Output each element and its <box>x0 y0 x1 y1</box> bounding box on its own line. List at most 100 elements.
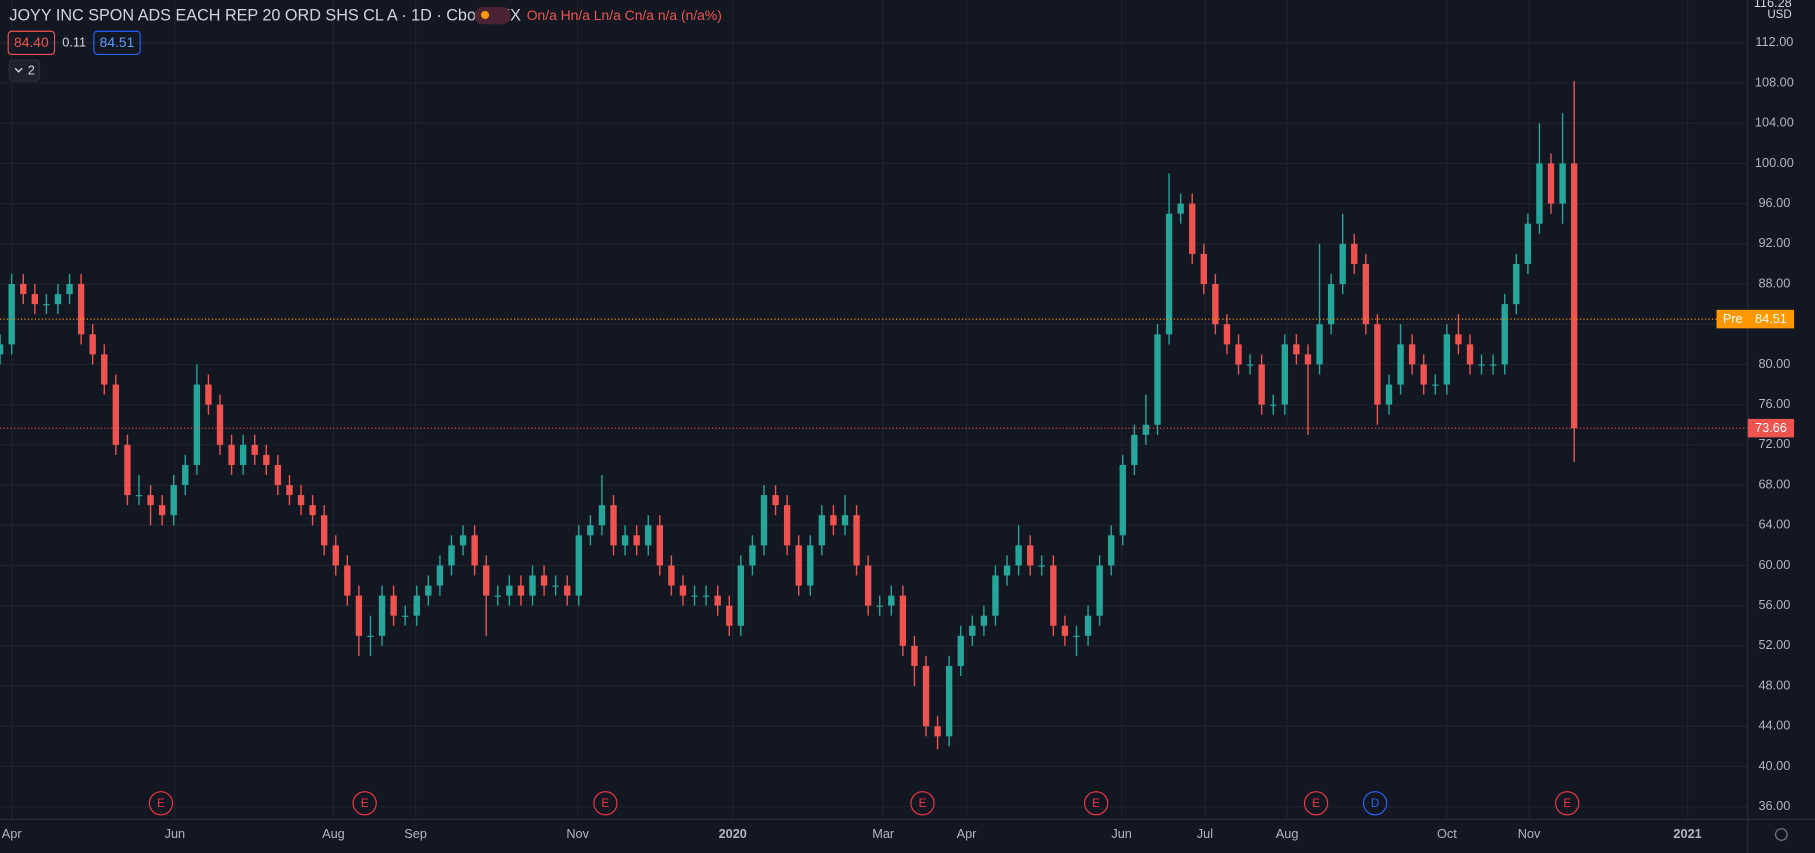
candle-body <box>621 535 629 546</box>
event-label: E <box>1563 798 1571 810</box>
event-marker[interactable] <box>1303 791 1329 816</box>
candle-body <box>1536 163 1543 224</box>
event-label: E <box>1312 798 1320 810</box>
candle-body <box>1316 324 1323 365</box>
candle-body <box>263 454 270 465</box>
candle-body <box>575 535 582 596</box>
candle-body <box>367 635 374 637</box>
candle-body <box>251 444 258 455</box>
candle-body <box>1270 404 1277 406</box>
candle-body <box>124 444 131 496</box>
symbol-title: JOYY INC SPON ADS EACH REP 20 ORD SHS CL… <box>9 6 521 24</box>
candle-body <box>992 575 999 616</box>
x-tick-label: Nov <box>566 826 589 841</box>
candle-body <box>645 525 652 546</box>
candle-body <box>957 635 964 666</box>
candle-body <box>1212 284 1219 325</box>
y-tick-label: 48.00 <box>1758 677 1790 692</box>
candle-body <box>216 404 224 445</box>
candle-body <box>1420 364 1427 385</box>
candle-body <box>135 495 143 497</box>
candle-body <box>309 505 316 516</box>
candle-body <box>378 595 386 636</box>
candle-body <box>772 495 779 506</box>
candle-body <box>170 485 177 516</box>
bid-badge[interactable] <box>7 30 56 55</box>
event-marker[interactable] <box>910 791 935 816</box>
candle-body <box>864 565 872 606</box>
candle-body <box>1038 565 1045 567</box>
candle-body <box>1374 324 1381 405</box>
candle-body <box>1061 625 1069 636</box>
candle-body <box>888 595 895 606</box>
x-tick-label: Apr <box>2 826 23 841</box>
x-tick-label: Jul <box>1197 826 1213 841</box>
x-tick-label: Oct <box>1437 826 1457 841</box>
candle-body <box>876 605 883 607</box>
candle-body <box>274 464 282 486</box>
y-tick-label: 72.00 <box>1758 436 1790 451</box>
candle-body <box>448 545 455 566</box>
candle-body <box>355 595 363 636</box>
event-marker[interactable] <box>352 791 377 816</box>
x-tick-label: Jun <box>165 826 186 841</box>
candle-body <box>1351 243 1358 264</box>
candle-body <box>1327 284 1335 325</box>
indicator-toggle[interactable] <box>8 59 41 82</box>
candle-body <box>54 294 62 305</box>
candle-body <box>969 625 976 636</box>
candle-body <box>1570 163 1578 429</box>
candle-body <box>980 615 988 626</box>
candle-body <box>436 565 444 586</box>
event-marker[interactable] <box>1084 791 1109 816</box>
event-marker[interactable] <box>148 791 174 816</box>
event-label: E <box>602 798 610 810</box>
candle-body <box>691 595 698 597</box>
candle-body <box>297 495 305 506</box>
candle-body <box>66 284 73 295</box>
y-tick-label: 68.00 <box>1758 476 1790 491</box>
candle-body <box>344 565 351 596</box>
candle-body <box>911 645 918 666</box>
chevron-icon <box>14 67 23 73</box>
candle-body <box>1200 253 1207 285</box>
candle-body <box>182 464 189 486</box>
candle-body <box>830 515 837 526</box>
candle-body <box>1177 203 1184 214</box>
candle-body <box>749 545 756 566</box>
x-tick-label: 2021 <box>1673 826 1701 841</box>
y-tick-label: 108.00 <box>1755 74 1794 89</box>
x-tick-label: Aug <box>322 826 345 841</box>
y-tick-label: 112.00 <box>1755 34 1793 49</box>
candle-body <box>1003 565 1011 576</box>
candle-body <box>807 545 814 586</box>
candle-body <box>1547 163 1555 204</box>
candle-body <box>1084 615 1092 636</box>
candle-body <box>1559 163 1566 204</box>
event-marker[interactable] <box>1555 791 1580 816</box>
candle-body <box>1489 364 1497 366</box>
y-tick-label: 92.00 <box>1758 235 1790 250</box>
event-marker[interactable] <box>593 791 618 816</box>
event-marker[interactable] <box>1362 791 1388 816</box>
ask-badge[interactable] <box>93 30 141 55</box>
candle-body <box>147 495 154 506</box>
candle-body <box>853 515 860 566</box>
event-label: E <box>157 798 165 810</box>
candle-body <box>1408 344 1416 365</box>
candle-body <box>934 726 941 737</box>
candle-body <box>679 585 687 596</box>
y-tick-label: 80.00 <box>1758 356 1790 371</box>
pre-market-label: Pre <box>1723 311 1743 326</box>
settings-icon[interactable] <box>1774 828 1788 841</box>
candle-body <box>760 495 768 546</box>
candle-body <box>332 545 339 566</box>
candle-body <box>1385 384 1393 405</box>
candle-body <box>1165 213 1173 335</box>
x-tick-label: Mar <box>872 826 895 841</box>
candle-body <box>1339 243 1346 285</box>
candle-body <box>425 585 432 596</box>
candle-body <box>610 505 617 546</box>
candle-body <box>1027 545 1034 566</box>
